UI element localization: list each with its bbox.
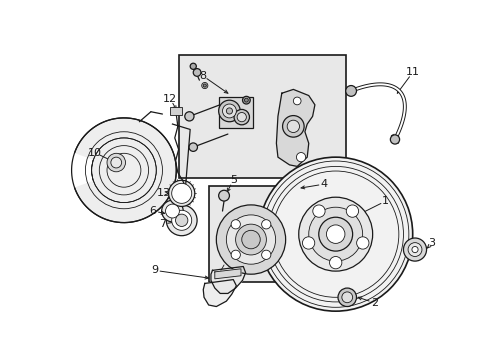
Text: 11: 11: [405, 67, 419, 77]
Circle shape: [345, 86, 356, 96]
Circle shape: [241, 230, 260, 249]
Circle shape: [162, 200, 183, 222]
Bar: [170, 107, 182, 115]
Polygon shape: [210, 266, 245, 293]
Circle shape: [337, 288, 356, 306]
Circle shape: [411, 247, 417, 253]
Circle shape: [202, 82, 207, 89]
Text: 2: 2: [370, 298, 377, 308]
Circle shape: [341, 292, 352, 303]
Circle shape: [407, 243, 421, 256]
Circle shape: [171, 183, 191, 203]
Circle shape: [235, 224, 266, 255]
Circle shape: [203, 84, 206, 87]
Circle shape: [356, 237, 368, 249]
Circle shape: [244, 98, 248, 102]
Circle shape: [258, 157, 412, 311]
Circle shape: [326, 225, 344, 243]
Circle shape: [189, 143, 197, 152]
Circle shape: [302, 237, 314, 249]
Circle shape: [218, 100, 240, 122]
Circle shape: [312, 205, 325, 217]
Circle shape: [286, 120, 299, 132]
Text: 3: 3: [427, 238, 434, 248]
Bar: [218, 97, 253, 128]
Circle shape: [216, 205, 285, 274]
Text: 13: 13: [157, 188, 171, 198]
Circle shape: [91, 138, 156, 203]
Text: 7: 7: [159, 219, 165, 229]
Polygon shape: [276, 89, 314, 166]
Text: 9: 9: [151, 265, 158, 275]
Polygon shape: [203, 280, 236, 306]
Circle shape: [389, 135, 399, 144]
Circle shape: [293, 97, 301, 105]
Text: 12: 12: [163, 94, 177, 104]
Circle shape: [231, 220, 240, 229]
Circle shape: [193, 69, 201, 76]
Circle shape: [346, 205, 358, 217]
Circle shape: [308, 207, 362, 261]
Circle shape: [111, 157, 122, 168]
Circle shape: [237, 112, 246, 122]
Text: 8: 8: [199, 71, 205, 81]
Circle shape: [166, 205, 197, 236]
Circle shape: [231, 250, 240, 260]
Circle shape: [175, 214, 187, 226]
Circle shape: [329, 256, 341, 269]
Circle shape: [190, 63, 196, 69]
Text: 1: 1: [382, 196, 388, 206]
Circle shape: [282, 116, 304, 137]
Text: 10: 10: [87, 148, 102, 158]
Circle shape: [165, 204, 179, 218]
Circle shape: [171, 210, 191, 230]
Bar: [208, 186, 301, 282]
Circle shape: [234, 109, 249, 125]
Circle shape: [107, 153, 125, 172]
Circle shape: [261, 250, 270, 260]
Text: 6: 6: [149, 206, 156, 216]
Circle shape: [261, 220, 270, 229]
Circle shape: [222, 104, 236, 118]
Circle shape: [242, 96, 250, 104]
Circle shape: [298, 197, 372, 271]
Polygon shape: [214, 269, 241, 279]
Text: 5: 5: [229, 175, 236, 185]
Circle shape: [184, 112, 194, 121]
Circle shape: [226, 215, 275, 264]
Circle shape: [318, 217, 352, 251]
Text: 4: 4: [320, 179, 327, 189]
Bar: [179, 55, 345, 178]
Circle shape: [296, 153, 305, 162]
Circle shape: [226, 108, 232, 114]
Circle shape: [168, 180, 194, 206]
Circle shape: [218, 190, 229, 201]
Circle shape: [403, 238, 426, 261]
Polygon shape: [75, 118, 176, 222]
